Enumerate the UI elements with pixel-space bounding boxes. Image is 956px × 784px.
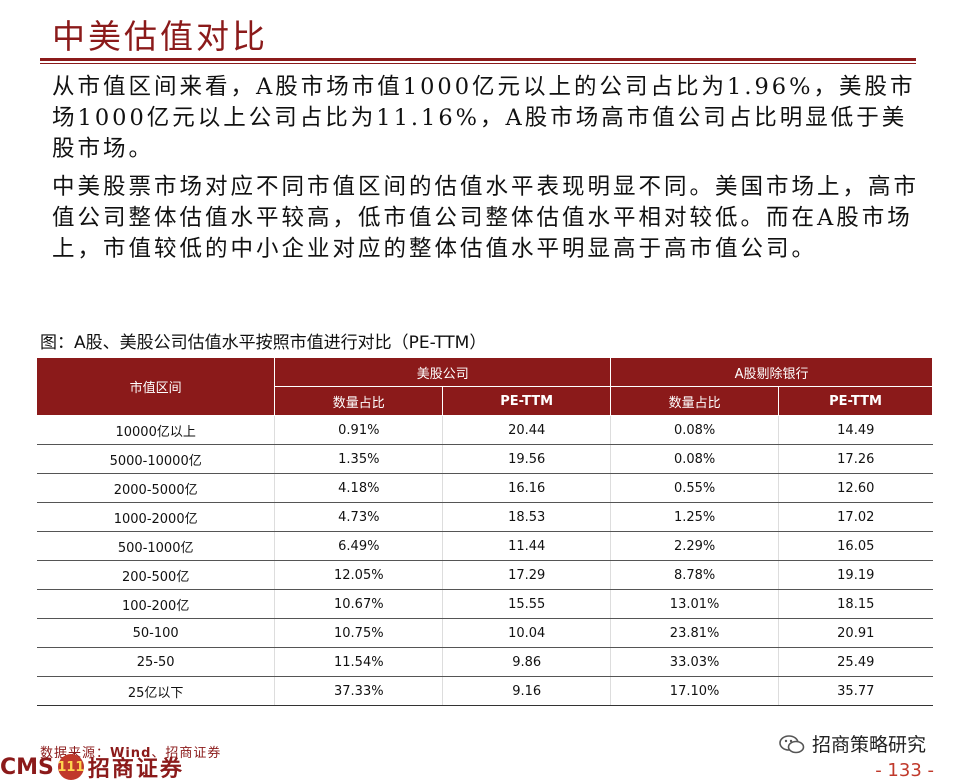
cell-us-pe: 18.53	[442, 502, 612, 532]
cell-us-share: 11.54%	[274, 647, 444, 677]
cell-us-share: 4.18%	[274, 473, 444, 503]
cell-a-pe: 20.91	[778, 618, 933, 648]
page-title: 中美估值对比	[52, 17, 268, 56]
wechat-account-name: 招商策略研究	[811, 734, 926, 756]
data-source: 数据来源：Wind、招商证券	[40, 742, 221, 761]
cell-market-cap-range: 25亿以下	[37, 676, 276, 706]
table-row: 25-50 11.54% 9.86 33.03% 25.49	[37, 647, 933, 677]
cell-us-share: 10.75%	[274, 618, 444, 648]
cell-us-pe: 15.55	[442, 589, 612, 619]
table-row: 25亿以下 37.33% 9.16 17.10% 35.77	[37, 676, 933, 706]
cell-market-cap-range: 2000-5000亿	[37, 473, 276, 503]
source-prefix: 数据来源：	[40, 746, 111, 761]
wechat-watermark: 招商策略研究	[778, 730, 926, 757]
paragraph-market-cap-share: 从市值区间来看，A股市场市值1000亿元以上的公司占比为1.96%，美股市场10…	[52, 74, 916, 162]
cell-a-pe: 16.05	[778, 531, 933, 561]
cell-a-share: 1.25%	[610, 502, 780, 532]
cell-us-pe: 11.44	[442, 531, 612, 561]
cell-a-pe: 19.19	[778, 560, 933, 590]
logo-company-name: 招商证券	[87, 756, 184, 782]
table-row: 1000-2000亿 4.73% 18.53 1.25% 17.02	[37, 502, 933, 532]
table-row: 500-1000亿 6.49% 11.44 2.29% 16.05	[37, 531, 933, 561]
cell-us-share: 6.49%	[274, 531, 444, 561]
cell-a-share: 33.03%	[610, 647, 780, 677]
cell-a-share: 13.01%	[610, 589, 780, 619]
header-group-a-share: A股剔除银行	[610, 358, 933, 387]
cell-us-pe: 17.29	[442, 560, 612, 590]
source-wind: Wind	[110, 746, 152, 761]
title-divider-thin	[40, 63, 916, 64]
cell-us-pe: 9.86	[442, 647, 612, 677]
cell-a-share: 0.08%	[610, 415, 780, 445]
cell-a-pe: 17.02	[778, 502, 933, 532]
figure-caption: 图：A股、美股公司估值水平按照市值进行对比（PE-TTM）	[40, 333, 487, 353]
logo-cms-text: CMS	[0, 754, 54, 780]
wechat-icon	[779, 734, 805, 753]
cell-a-pe: 25.49	[778, 647, 933, 677]
table-row: 200-500亿 12.05% 17.29 8.78% 19.19	[37, 560, 933, 590]
header-us-share: 数量占比	[274, 386, 444, 416]
cell-us-share: 4.73%	[274, 502, 444, 532]
cell-market-cap-range: 5000-10000亿	[37, 444, 276, 474]
cell-market-cap-range: 1000-2000亿	[37, 502, 276, 532]
cell-market-cap-range: 50-100	[37, 618, 276, 648]
title-divider	[40, 58, 916, 61]
cell-us-share: 10.67%	[274, 589, 444, 619]
cell-us-pe: 19.56	[442, 444, 612, 474]
logo-badge-icon: 111	[57, 754, 84, 780]
cell-a-share: 0.08%	[610, 444, 780, 474]
cell-a-share: 8.78%	[610, 560, 780, 590]
cell-us-share: 37.33%	[274, 676, 444, 706]
cell-a-share: 17.10%	[610, 676, 780, 706]
cell-us-pe: 20.44	[442, 415, 612, 445]
cell-a-pe: 17.26	[778, 444, 933, 474]
cell-a-pe: 35.77	[778, 676, 933, 706]
header-market-cap-range: 市值区间	[37, 358, 276, 416]
paragraph-valuation-difference: 中美股票市场对应不同市值区间的估值水平表现明显不同。美国市场上，高市值公司整体估…	[52, 174, 920, 262]
table-row: 10000亿以上 0.91% 20.44 0.08% 14.49	[37, 415, 933, 445]
header-group-us: 美股公司	[274, 358, 612, 387]
cell-a-pe: 14.49	[778, 415, 933, 445]
source-suffix: 、招商证券	[151, 746, 222, 761]
cell-a-share: 23.81%	[610, 618, 780, 648]
cell-a-pe: 18.15	[778, 589, 933, 619]
cell-market-cap-range: 10000亿以上	[37, 415, 276, 445]
cell-us-share: 1.35%	[274, 444, 444, 474]
table-row: 100-200亿 10.67% 15.55 13.01% 18.15	[37, 589, 933, 619]
company-logo: CMS 111 招商证券	[0, 752, 184, 782]
cell-market-cap-range: 25-50	[37, 647, 276, 677]
header-a-share: 数量占比	[610, 386, 780, 416]
header-us-pe: PE-TTM	[442, 386, 612, 416]
cell-market-cap-range: 200-500亿	[37, 560, 276, 590]
cell-us-pe: 16.16	[442, 473, 612, 503]
cell-market-cap-range: 500-1000亿	[37, 531, 276, 561]
table-row: 2000-5000亿 4.18% 16.16 0.55% 12.60	[37, 473, 933, 503]
header-a-pe: PE-TTM	[778, 386, 933, 416]
page-number: - 133 -	[875, 760, 934, 781]
cell-us-share: 0.91%	[274, 415, 444, 445]
cell-us-share: 12.05%	[274, 560, 444, 590]
valuation-table: 市值区间 美股公司 A股剔除银行 数量占比 PE-TTM 数量占比 PE-TTM…	[37, 358, 933, 706]
cell-a-share: 2.29%	[610, 531, 780, 561]
cell-market-cap-range: 100-200亿	[37, 589, 276, 619]
table-row: 5000-10000亿 1.35% 19.56 0.08% 17.26	[37, 444, 933, 474]
cell-us-pe: 10.04	[442, 618, 612, 648]
cell-a-pe: 12.60	[778, 473, 933, 503]
cell-a-share: 0.55%	[610, 473, 780, 503]
cell-us-pe: 9.16	[442, 676, 612, 706]
table-row: 50-100 10.75% 10.04 23.81% 20.91	[37, 618, 933, 648]
